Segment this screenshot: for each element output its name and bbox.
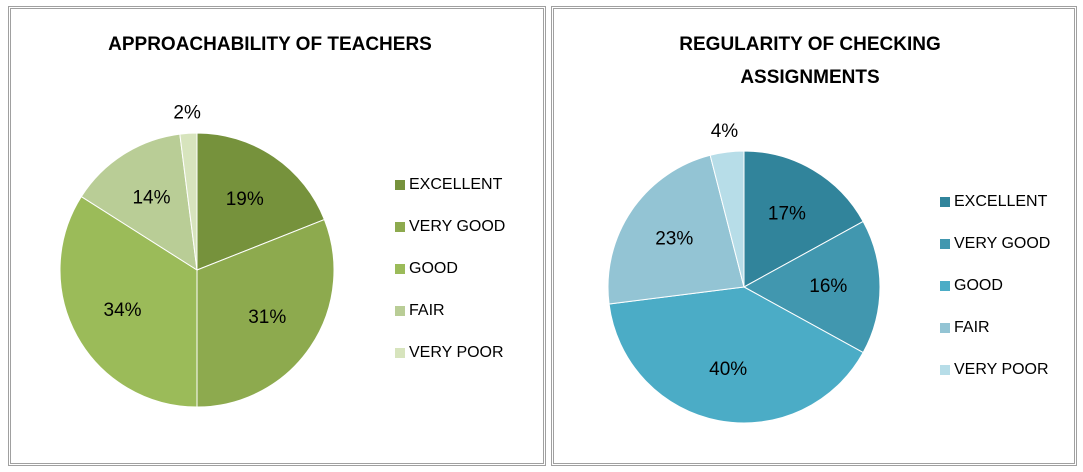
data-label: 34%: [104, 300, 142, 321]
legend-swatch: [940, 365, 950, 375]
legend-label: VERY GOOD: [954, 235, 1050, 252]
legend-swatch: [395, 348, 405, 358]
legend-label: GOOD: [409, 260, 458, 277]
legend-label: EXCELLENT: [954, 193, 1048, 210]
legend-label: GOOD: [954, 277, 1003, 294]
legend-swatch: [395, 264, 405, 274]
pie-slice: [709, 150, 745, 288]
data-label: 23%: [655, 229, 693, 250]
legend-swatch: [395, 222, 405, 232]
pie-slice: [80, 133, 198, 271]
legend-label: EXCELLENT: [409, 176, 503, 193]
data-label: 17%: [768, 203, 806, 224]
pie-slice: [59, 195, 198, 408]
legend-swatch: [940, 281, 950, 291]
pie-slice: [608, 286, 864, 424]
legend-label: VERY POOR: [954, 361, 1049, 378]
data-label: 4%: [711, 121, 739, 142]
pie-slice: [607, 154, 745, 305]
legend-swatch: [940, 197, 950, 207]
pie-slice: [179, 132, 198, 271]
data-label: 16%: [809, 276, 847, 297]
legend-label: FAIR: [954, 319, 990, 336]
legend-label: FAIR: [409, 302, 445, 319]
data-label: 19%: [226, 189, 264, 210]
pie-slice: [196, 218, 335, 408]
legend-swatch: [395, 306, 405, 316]
legend-swatch: [940, 239, 950, 249]
pie-slice: [743, 150, 864, 288]
legend-label: VERY POOR: [409, 344, 504, 361]
data-label: 31%: [248, 307, 286, 328]
legend-swatch: [395, 180, 405, 190]
data-label: 40%: [709, 359, 747, 380]
pie-slice: [196, 132, 326, 271]
legend-swatch: [940, 323, 950, 333]
data-label: 14%: [132, 187, 170, 208]
data-label: 2%: [173, 102, 201, 123]
pie-slice: [742, 220, 881, 354]
legend-label: VERY GOOD: [409, 218, 505, 235]
chart-title: REGULARITY OF CHECKING ASSIGNMENTS: [679, 34, 941, 88]
chart-title: APPROACHABILITY OF TEACHERS: [108, 34, 432, 55]
